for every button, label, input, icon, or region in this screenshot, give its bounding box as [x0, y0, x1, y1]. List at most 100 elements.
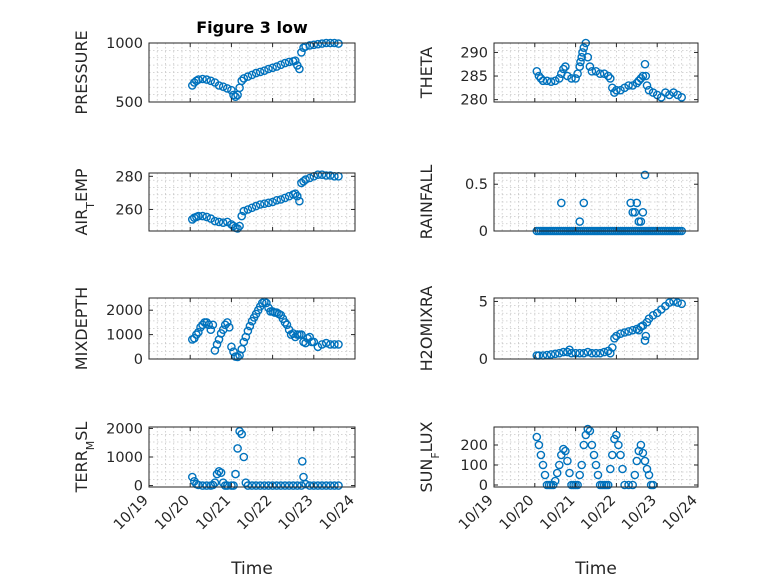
data-point: [640, 456, 650, 466]
x-tick-label: 10/19: [111, 493, 152, 534]
data-point: [612, 430, 621, 440]
data-point: [268, 197, 277, 207]
data-point: [321, 338, 331, 348]
subplot-mixdepth: 0 1000 2000 MIXDEPTH: [72, 287, 356, 370]
data-point: [321, 481, 331, 490]
data-point: [550, 476, 560, 486]
data-point: [301, 338, 310, 348]
plot-area: [149, 173, 355, 231]
y-tick-label: 1000: [106, 36, 143, 52]
data-point: [233, 224, 242, 233]
data-point: [260, 199, 269, 208]
data-point: [534, 440, 544, 450]
data-point: [282, 320, 292, 330]
data-point: [575, 348, 585, 358]
y-tick-label: 5: [479, 294, 488, 310]
data-point: [325, 481, 335, 490]
data-point: [552, 468, 562, 478]
data-point: [276, 195, 286, 204]
y-tick-label: 290: [460, 45, 488, 61]
data-point: [579, 43, 589, 53]
x-tick-label: 10/21: [538, 493, 579, 534]
data-point: [538, 76, 548, 86]
data-point: [325, 340, 335, 349]
data-point: [317, 340, 327, 349]
data-point: [608, 450, 617, 460]
data-point: [585, 62, 595, 71]
data-point: [638, 71, 648, 81]
y-axis-label: TERRMSL: [72, 422, 97, 494]
y-tick-label: 100: [460, 458, 488, 474]
data-point: [280, 318, 290, 327]
subplot-rainfall: 0 0.5 RAINFALL: [417, 165, 699, 240]
data-point: [231, 92, 240, 101]
series-pressure: [187, 38, 343, 101]
data-point: [292, 191, 302, 201]
data-point: [628, 480, 638, 490]
x-tick-label: 10/24: [317, 493, 358, 534]
data-point: [231, 469, 240, 479]
data-point: [546, 350, 556, 359]
data-point: [587, 67, 597, 76]
data-point: [194, 480, 203, 490]
y-tick-label: 200: [460, 438, 488, 454]
data-point: [575, 217, 585, 226]
data-point: [290, 189, 300, 198]
data-point: [208, 480, 218, 490]
data-point: [264, 64, 273, 74]
data-point: [208, 320, 218, 330]
x-tick-label: 10/21: [193, 493, 234, 534]
data-point: [216, 468, 226, 478]
data-point: [245, 321, 255, 331]
axes-frame: [493, 172, 699, 232]
data-point: [204, 320, 213, 330]
data-point: [561, 446, 570, 456]
data-point: [255, 481, 265, 490]
y-tick-label: 260: [115, 202, 143, 218]
x-axis-label: Time: [574, 559, 617, 579]
subplot-h2omixra: 0 5 H2OMIXRA: [417, 286, 699, 371]
data-point: [632, 456, 642, 466]
y-tick-label: 285: [460, 69, 488, 85]
data-point: [603, 71, 613, 81]
data-point: [573, 480, 582, 490]
data-point: [620, 480, 629, 490]
plot-area: [494, 173, 698, 231]
data-point: [628, 325, 638, 335]
data-point: [576, 57, 585, 67]
data-point: [214, 81, 224, 90]
data-point: [555, 348, 564, 358]
data-point: [251, 68, 261, 78]
data-point: [233, 352, 242, 362]
data-point: [599, 347, 609, 357]
y-axis-label: SUNFLUX: [417, 421, 442, 492]
data-point: [237, 211, 246, 221]
data-point: [630, 207, 640, 217]
data-point: [640, 170, 650, 180]
data-point: [227, 342, 236, 352]
data-point: [260, 481, 269, 490]
data-point: [555, 460, 564, 470]
data-point: [284, 57, 294, 67]
subplot-pressure: 500 1000 PRESSURE Figure 3 low: [72, 18, 356, 115]
data-point: [626, 198, 636, 208]
data-point: [218, 218, 228, 227]
x-tick-label: 10/22: [578, 493, 619, 534]
data-point: [532, 432, 542, 442]
data-point: [575, 62, 585, 71]
axes-frame: [493, 426, 699, 488]
data-point: [268, 63, 277, 73]
data-point: [222, 318, 232, 327]
data-point: [272, 195, 282, 205]
y-axis-label: AIRTEMP: [72, 168, 97, 235]
data-point: [632, 198, 642, 208]
data-point: [677, 93, 687, 102]
data-point: [202, 212, 211, 222]
data-point: [583, 347, 593, 357]
data-point: [295, 196, 304, 206]
data-point: [334, 39, 343, 48]
data-point: [677, 299, 687, 309]
data-point: [612, 331, 621, 341]
data-point: [260, 66, 269, 75]
y-tick-label: 1000: [106, 328, 143, 344]
